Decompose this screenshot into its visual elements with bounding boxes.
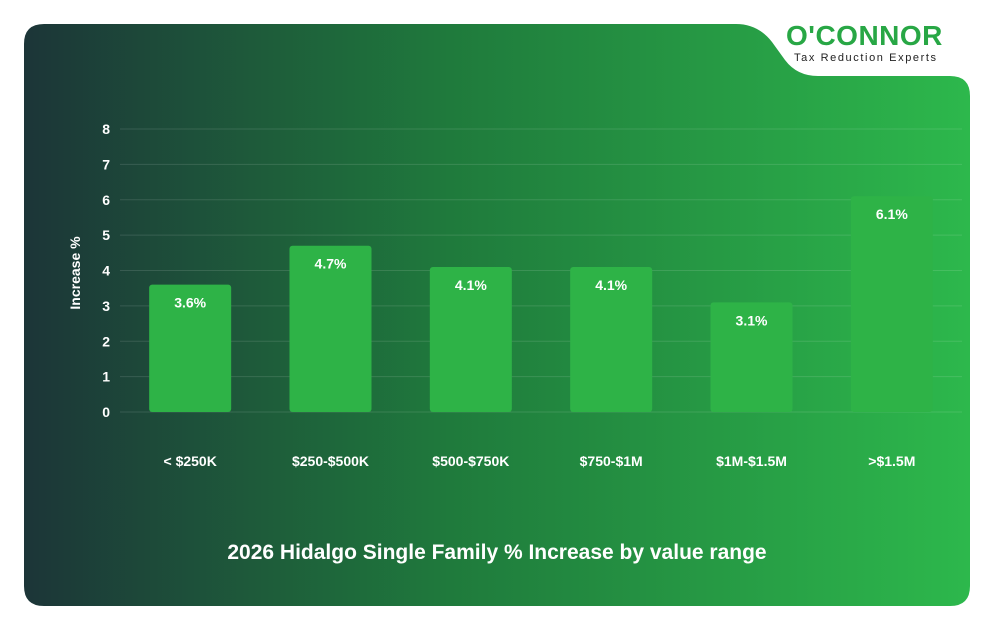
bars bbox=[149, 196, 933, 412]
brand-tagline: Tax Reduction Experts bbox=[794, 52, 938, 64]
brand-name: O'CONNOR bbox=[786, 20, 943, 51]
bar bbox=[850, 196, 933, 412]
y-tick-label: 4 bbox=[102, 263, 110, 279]
y-tick-label: 6 bbox=[102, 192, 110, 208]
x-category-label: $750-$1M bbox=[580, 453, 643, 469]
x-category-label: $1M-$1.5M bbox=[716, 453, 787, 469]
bar-value-label: 3.6% bbox=[174, 295, 206, 311]
x-axis-labels: < $250K $250-$500K $500-$750K $750-$1M $1M-$… bbox=[164, 453, 916, 469]
data-labels: 3.6% 4.7% 4.1% 4.1% 3.1% 6.1% bbox=[174, 206, 908, 328]
bar-value-label: 4.1% bbox=[595, 277, 627, 293]
y-tick-label: 2 bbox=[102, 333, 110, 349]
bar-value-label: 4.7% bbox=[315, 256, 347, 272]
y-tick-label: 3 bbox=[102, 298, 110, 314]
y-tick-label: 7 bbox=[102, 156, 110, 172]
y-tick-label: 0 bbox=[102, 404, 110, 420]
bar bbox=[289, 245, 372, 412]
y-axis-title: Increase % bbox=[67, 236, 83, 310]
bar bbox=[429, 266, 512, 412]
x-category-label: < $250K bbox=[164, 453, 217, 469]
x-category-label: $500-$750K bbox=[432, 453, 509, 469]
grid-lines bbox=[120, 128, 962, 413]
bar bbox=[710, 302, 793, 412]
bar bbox=[570, 266, 653, 412]
x-category-label: >$1.5M bbox=[868, 453, 915, 469]
bar-value-label: 4.1% bbox=[455, 277, 487, 293]
bar-value-label: 3.1% bbox=[736, 312, 768, 328]
brand-logo: O'CONNOR Tax Reduction Experts bbox=[786, 20, 976, 68]
y-tick-label: 1 bbox=[102, 369, 110, 385]
bar bbox=[149, 284, 232, 412]
bar-value-label: 6.1% bbox=[876, 206, 908, 222]
chart-title: 2026 Hidalgo Single Family % Increase by… bbox=[227, 541, 767, 564]
y-axis-ticks: 0 1 2 3 4 5 6 7 8 bbox=[102, 121, 110, 420]
y-tick-label: 8 bbox=[102, 121, 110, 137]
y-tick-label: 5 bbox=[102, 227, 110, 243]
x-category-label: $250-$500K bbox=[292, 453, 369, 469]
